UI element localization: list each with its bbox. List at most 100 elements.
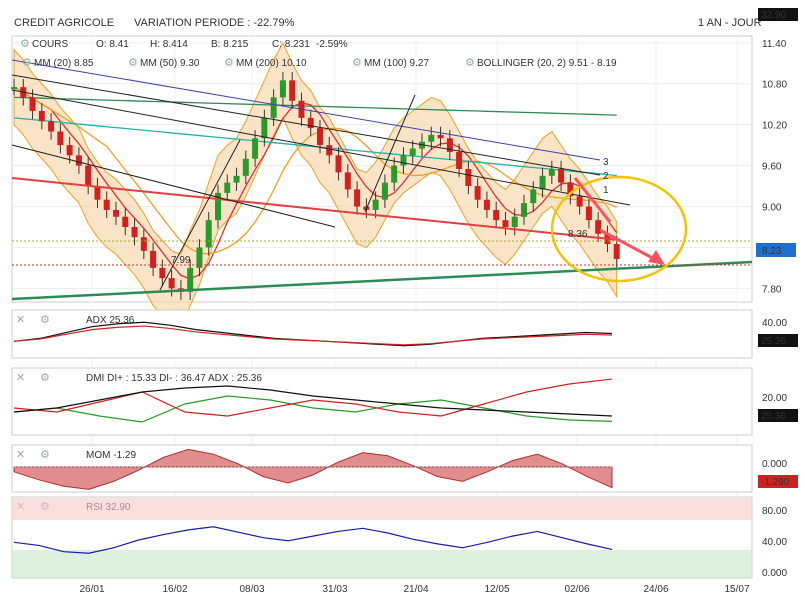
resistance-line-2 (11, 74, 601, 176)
candle-body (48, 121, 55, 132)
candle-body (187, 267, 194, 292)
period-label[interactable]: 1 AN - JOUR (698, 17, 762, 29)
candle-body (131, 226, 138, 238)
dmi-panel (11, 367, 753, 436)
support-trendline (11, 260, 753, 301)
arrow-down (573, 177, 612, 223)
dmi-title: DMI DI+ : 15.33 DI- : 36.47 ADX : 25.36 (86, 373, 262, 384)
candle-body (103, 199, 110, 210)
mom-value-tag (758, 475, 798, 488)
legend-bollinger: BOLLINGER (20, 2) 9.51 - 8.19 (477, 58, 617, 69)
candle-body (474, 186, 481, 200)
candle-body (585, 206, 592, 221)
channel-number-2: 2 (603, 171, 609, 182)
candle-body (539, 175, 546, 190)
bollinger-band (13, 41, 618, 330)
instrument-title: CREDIT AGRICOLE (14, 17, 115, 29)
adx-title: ADX 25.36 (86, 315, 135, 326)
x-tick-label: 24/06 (643, 584, 668, 595)
candle-body (11, 87, 17, 90)
mid-mark-label: 8.36 (568, 229, 588, 240)
x-tick-label: 15/07 (724, 584, 749, 595)
x-tick-label: 12/05 (484, 584, 509, 595)
legend-cours-icon: ⚙ (20, 38, 30, 50)
candle-body (85, 165, 92, 187)
candle-body (168, 278, 175, 289)
candle-body (215, 192, 221, 221)
rsi-line (13, 526, 613, 554)
dmi-plus-line (13, 395, 613, 423)
legend-high: H: 8.414 (150, 39, 188, 50)
legend-mm100-icon: ⚙ (352, 57, 362, 69)
red-trendline (11, 177, 621, 241)
candle-body (66, 145, 73, 156)
x-tick-label: 26/01 (79, 584, 104, 595)
legend-close: C: 8.231 (272, 39, 310, 50)
rsi-oversold-band (12, 550, 752, 578)
mom-value: -1.290 (761, 477, 790, 488)
adx-panel (11, 309, 753, 359)
candle-body (335, 155, 342, 173)
legend-change: -2.59% (316, 39, 348, 50)
candle-body (521, 203, 527, 217)
candle-body (150, 250, 157, 268)
candle-body (613, 244, 620, 260)
legend-mm20: MM (20) 8.85 (34, 58, 94, 69)
candle-body (511, 216, 518, 227)
mom-settings-icon: ⚙ (40, 449, 50, 461)
channel-number-3: 3 (603, 157, 609, 168)
low-mark-label: 7.99 (171, 255, 191, 266)
x-tick-label: 16/02 (162, 584, 187, 595)
dmi-minus-line (13, 378, 613, 417)
variation-label: VARIATION PERIODE : -22.79% (134, 17, 295, 29)
y-tick-label: 10.80 (762, 80, 787, 91)
rising-line-b (364, 94, 416, 213)
dmi-value-tag (758, 409, 798, 422)
adx-close-icon: ✕ (16, 314, 25, 326)
mom-area (13, 448, 613, 490)
channel-line (11, 144, 336, 228)
candle-body (400, 155, 407, 166)
candle-body (530, 189, 537, 204)
candle-body (456, 151, 463, 169)
candle-body (344, 172, 351, 190)
last-price-tag (756, 243, 796, 257)
candle-body (38, 111, 45, 122)
arrow-target (599, 228, 661, 264)
legend-mm200: MM (200) 10.10 (236, 58, 307, 69)
candle-body (372, 199, 379, 210)
dmi-value: 25.36 (761, 411, 786, 422)
candle-body (409, 148, 416, 156)
dmi-adx-line (13, 385, 613, 417)
rsi-overbought-band (12, 498, 752, 520)
candle-body (261, 117, 268, 139)
candle-body (595, 220, 602, 234)
candle-body (317, 128, 323, 146)
y-tick-label: 9.00 (762, 203, 782, 214)
adx-ref-line (13, 325, 613, 346)
candle-body (567, 182, 574, 197)
candle-body (159, 267, 166, 279)
candle-body (548, 169, 555, 176)
candle-body (483, 199, 490, 210)
candle-body (437, 134, 444, 139)
candle-body (57, 131, 64, 146)
candle-body (122, 216, 129, 227)
x-tick-label: 31/03 (322, 584, 347, 595)
candle-body (270, 97, 277, 118)
candle-body (140, 237, 147, 251)
candle-body (242, 158, 249, 176)
candle-body (326, 145, 333, 156)
dmi-close-icon: ✕ (16, 372, 25, 384)
candle-body (224, 182, 231, 193)
rsi-tick-40: 40.00 (762, 537, 787, 548)
candle-body (502, 220, 509, 227)
candle-body (196, 247, 203, 268)
highlight-circle (550, 175, 688, 283)
resistance-line-3 (11, 59, 601, 161)
candle-body (576, 196, 583, 207)
candle-body (446, 138, 453, 152)
x-tick-label: 02/06 (564, 584, 589, 595)
candle-body (381, 182, 388, 200)
channel-number-1: 1 (603, 185, 609, 196)
